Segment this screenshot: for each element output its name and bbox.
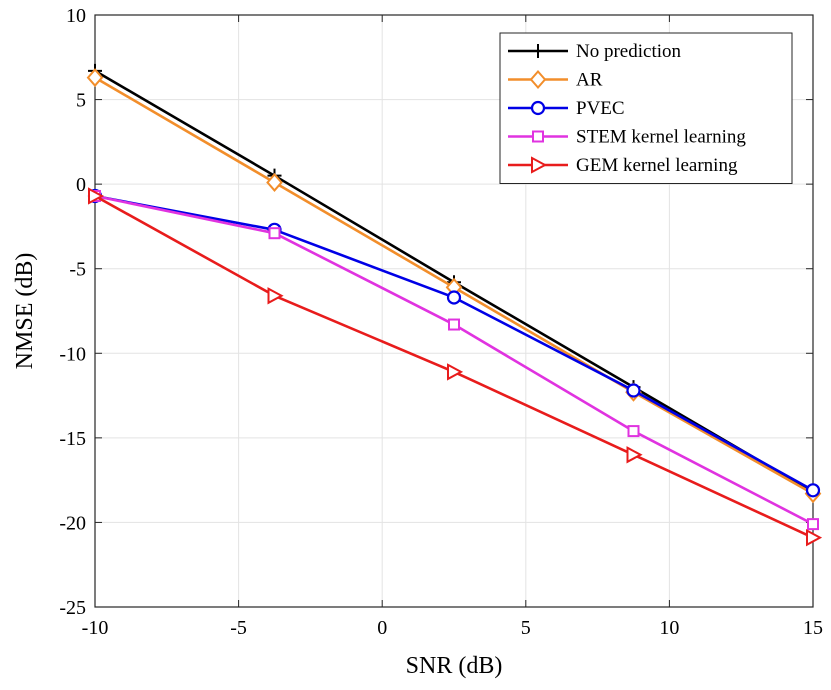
data-point-gem-kernel-learning bbox=[806, 528, 823, 547]
data-point-pvec bbox=[626, 383, 641, 398]
legend-entry-stem-kernel-learning: STEM kernel learning bbox=[508, 127, 746, 148]
legend-entry-ar: AR bbox=[508, 70, 603, 91]
x-tick-label: 15 bbox=[803, 617, 823, 639]
data-point-ar bbox=[266, 172, 283, 192]
y-tick-label: -25 bbox=[59, 597, 86, 619]
x-tick-label: 5 bbox=[521, 617, 531, 639]
plot-area bbox=[94, 14, 814, 608]
y-tick-label: -15 bbox=[59, 428, 86, 450]
data-point-pvec bbox=[805, 483, 821, 498]
y-tick-label: -10 bbox=[59, 343, 86, 365]
data-point-stem-kernel-learning bbox=[268, 227, 281, 240]
data-point-gem-kernel-learning bbox=[267, 287, 284, 305]
series-line-stem-kernel-learning bbox=[94, 194, 814, 526]
x-axis-title: SNR (dB) bbox=[406, 653, 503, 679]
series-line-pvec bbox=[94, 194, 814, 492]
data-point-pvec bbox=[446, 290, 462, 305]
legend-label: No prediction bbox=[576, 41, 682, 62]
series-pvec bbox=[87, 188, 821, 498]
axis-ticks: -10 -5 0 5 10 15 -25 -20 -15 -10 -5 0 5 10 bbox=[59, 5, 823, 639]
legend-marker bbox=[532, 130, 544, 143]
legend-entry-no-prediction: No prediction bbox=[508, 41, 682, 62]
legend: No prediction AR PVEC STEM kernel learning G… bbox=[499, 32, 793, 184]
x-tick-label: 0 bbox=[377, 617, 387, 639]
data-point-gem-kernel-learning bbox=[447, 363, 464, 381]
data-point-stem-kernel-learning bbox=[807, 518, 819, 531]
data-point-stem-kernel-learning bbox=[627, 425, 640, 438]
legend-label: STEM kernel learning bbox=[576, 127, 746, 148]
data-point-stem-kernel-learning bbox=[448, 318, 460, 331]
legend-label: AR bbox=[576, 70, 603, 91]
series-gem-kernel-learning bbox=[88, 187, 823, 547]
x-tick-label: -5 bbox=[230, 617, 247, 639]
data-point-gem-kernel-learning bbox=[626, 446, 643, 464]
series-line-gem-kernel-learning bbox=[94, 194, 814, 539]
series-group bbox=[86, 63, 823, 547]
legend-marker bbox=[531, 44, 545, 58]
x-tick-label: -10 bbox=[82, 617, 109, 639]
y-tick-label: 10 bbox=[66, 5, 86, 27]
y-tick-label: 0 bbox=[76, 174, 86, 196]
x-tick-label: 10 bbox=[659, 617, 679, 639]
y-tick-label: 5 bbox=[76, 90, 86, 112]
legend-label: PVEC bbox=[576, 98, 625, 119]
data-point-gem-kernel-learning bbox=[88, 187, 105, 205]
legend-entry-pvec: PVEC bbox=[508, 98, 625, 119]
legend-marker bbox=[530, 100, 546, 116]
y-axis-title: NMSE (dB) bbox=[12, 253, 38, 370]
legend-label: GEM kernel learning bbox=[576, 155, 738, 176]
series-stem-kernel-learning bbox=[89, 189, 819, 531]
legend-marker bbox=[531, 156, 548, 174]
legend-marker bbox=[529, 69, 547, 90]
data-point-ar bbox=[86, 68, 104, 88]
y-tick-label: -5 bbox=[69, 259, 86, 281]
y-tick-label: -20 bbox=[59, 512, 86, 534]
legend-entry-gem-kernel-learning: GEM kernel learning bbox=[508, 155, 738, 176]
